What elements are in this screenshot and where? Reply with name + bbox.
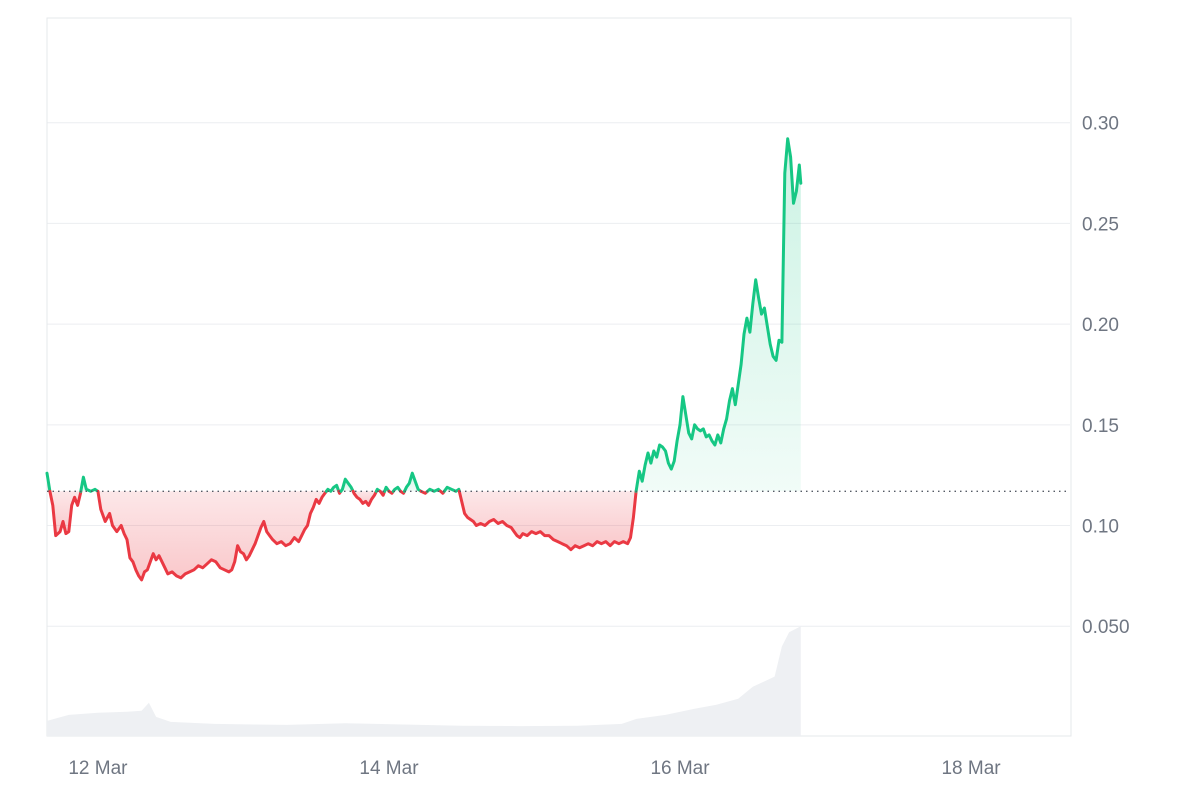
line-segment-down [351,489,378,507]
line-segment-up [45,471,52,493]
area-below-baseline [459,491,637,550]
y-tick-label: 0.25 [1082,214,1119,235]
line-segment-down [457,489,638,552]
y-tick-label: 0.30 [1082,114,1119,135]
area-below-baseline [353,491,377,506]
line-segment-down [48,489,83,538]
line-segment-up [383,485,391,493]
price-line [45,137,803,582]
area-above-baseline [636,138,801,492]
volume-fill [47,626,801,736]
x-tick-label: 16 Mar [650,758,710,779]
line-segment-up [339,477,355,493]
line-segment-up [403,471,423,493]
volume-area [47,626,801,736]
y-tick-label: 0.050 [1082,617,1130,638]
x-tick-label: 12 Mar [68,758,128,779]
x-axis-labels: 12 Mar 14 Mar 16 Mar 18 Mar [68,758,1001,779]
y-axis-labels: 0.050 0.10 0.15 0.20 0.25 0.30 [1082,114,1130,639]
plot-frame [46,17,1072,737]
y-tick-label: 0.10 [1082,517,1119,538]
y-tick-label: 0.20 [1082,315,1119,336]
line-segment-up [426,487,443,493]
line-segment-up [391,485,403,493]
line-segment-up [634,137,803,493]
y-tick-label: 0.15 [1082,416,1119,437]
line-segment-up [442,485,461,493]
x-tick-label: 14 Mar [359,758,419,779]
price-area-fill [47,138,801,580]
line-segment-down [96,489,328,582]
x-tick-label: 18 Mar [941,758,1001,779]
area-below-baseline [97,491,327,580]
area-below-baseline [49,491,81,536]
line-segment-up [79,475,100,493]
line-segment-up [324,483,341,493]
